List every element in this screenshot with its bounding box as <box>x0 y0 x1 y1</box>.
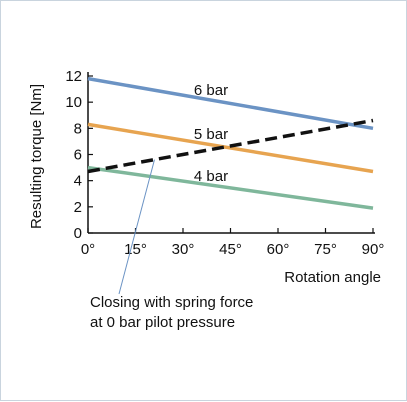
series-label: 4 bar <box>194 168 228 185</box>
y-tick-label: 6 <box>74 147 82 164</box>
y-tick-label: 2 <box>74 199 82 216</box>
series-label: 5 bar <box>194 126 228 143</box>
series-labels: 6 bar 5 bar 4 bar <box>194 82 228 185</box>
annotation-text: at 0 bar pilot pressure <box>90 314 235 331</box>
axes: 0 2 4 6 8 10 12 0° 15° 30° 45° 60° 75° 90° Rotation an… <box>28 68 384 286</box>
series-lines <box>87 76 374 210</box>
series-line-0 <box>87 76 374 131</box>
x-tick-label: 90° <box>362 241 385 258</box>
x-tick-label: 0° <box>81 241 95 258</box>
series-line-1 <box>87 122 374 174</box>
x-tick-label: 45° <box>219 241 242 258</box>
x-axis-title: Rotation angle <box>284 269 381 286</box>
y-tick-label: 4 <box>74 173 82 190</box>
annotation-text: Closing with spring force <box>90 294 253 311</box>
series-label: 6 bar <box>194 82 228 99</box>
x-tick-label: 75° <box>314 241 337 258</box>
x-tick-label: 60° <box>267 241 290 258</box>
x-tick-label: 15° <box>124 241 147 258</box>
y-tick-label: 0 <box>74 225 82 242</box>
x-tick-label: 30° <box>172 241 195 258</box>
annotation: Closing with spring force at 0 bar pilot … <box>90 159 253 331</box>
annotation-pointer <box>118 159 155 295</box>
y-tick-label: 8 <box>74 120 82 137</box>
y-axis-title: Resulting torque [Nm] <box>28 84 45 229</box>
y-tick-label: 12 <box>65 68 82 85</box>
y-tick-label: 10 <box>65 94 82 111</box>
series-line-spring-closing <box>87 118 374 174</box>
series-line-2 <box>87 165 374 210</box>
